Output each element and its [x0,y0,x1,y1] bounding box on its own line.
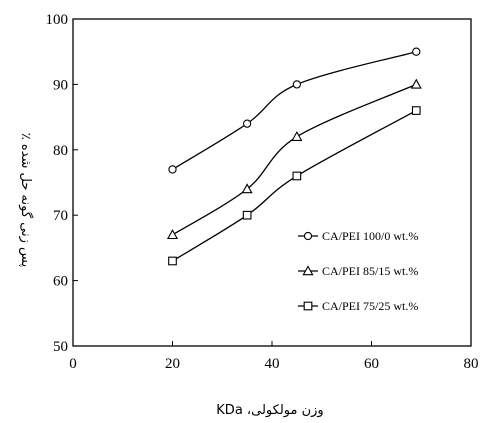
series-2-point-2 [241,183,253,194]
x-tick-label-0: 0 [69,356,77,372]
series-2 [166,78,422,240]
legend-marker-1 [303,231,313,241]
legend-entry-2: CA/PEI 85/15 wt.% [298,264,418,278]
y-tick-label-0: 50 [53,339,68,355]
series-3-point-4 [411,106,421,115]
y-tick-label-4: 90 [53,77,68,93]
series-1-point-2 [242,119,252,128]
legend-marker-3 [303,301,313,311]
series-1-point-4 [412,47,421,56]
y-tick-label-2: 70 [53,208,68,224]
legend: CA/PEI 100/0 wt.% CA/PEI 85/15 wt.% CA/PEI… [298,229,418,313]
plot-area [72,18,472,347]
series-3-line [172,109,417,262]
axis-ticks: 0 20 40 60 80 50 60 70 80 90 100 [46,12,479,372]
legend-label-1: CA/PEI 100/0 wt.% [322,229,418,243]
series-2-point-1 [166,229,179,240]
x-tick-label-3: 60 [364,356,379,372]
y-axis-title: پس زنی گونه حل شده ٪ [18,133,34,268]
x-tick-label-1: 20 [165,356,180,372]
series-3 [168,106,421,266]
series-3-point-1 [168,256,177,266]
legend-label-2: CA/PEI 85/15 wt.% [322,264,418,278]
series-3-point-3 [292,171,302,181]
series-layer [166,47,422,266]
y-tick-label-1: 60 [53,274,68,290]
series-1-line [172,51,417,170]
y-tick-label-3: 80 [53,143,68,159]
series-1-point-3 [292,80,302,89]
series-2-point-4 [410,78,422,89]
series-3-point-2 [242,210,252,220]
series-1 [168,47,421,174]
y-tick-label-5: 100 [46,12,69,28]
x-tick-label-2: 40 [265,356,280,372]
legend-entry-3: CA/PEI 75/25 wt.% [298,299,418,313]
x-axis-title: وزن مولکولی، KDa [216,403,323,418]
plot-border [72,18,472,347]
series-2-point-3 [291,130,303,141]
series-1-point-1 [168,165,177,174]
legend-marker-2 [302,265,314,276]
legend-entry-1: CA/PEI 100/0 wt.% [298,229,418,243]
series-2-line [172,83,417,236]
x-tick-label-4: 80 [464,356,479,372]
legend-label-3: CA/PEI 75/25 wt.% [322,299,418,313]
